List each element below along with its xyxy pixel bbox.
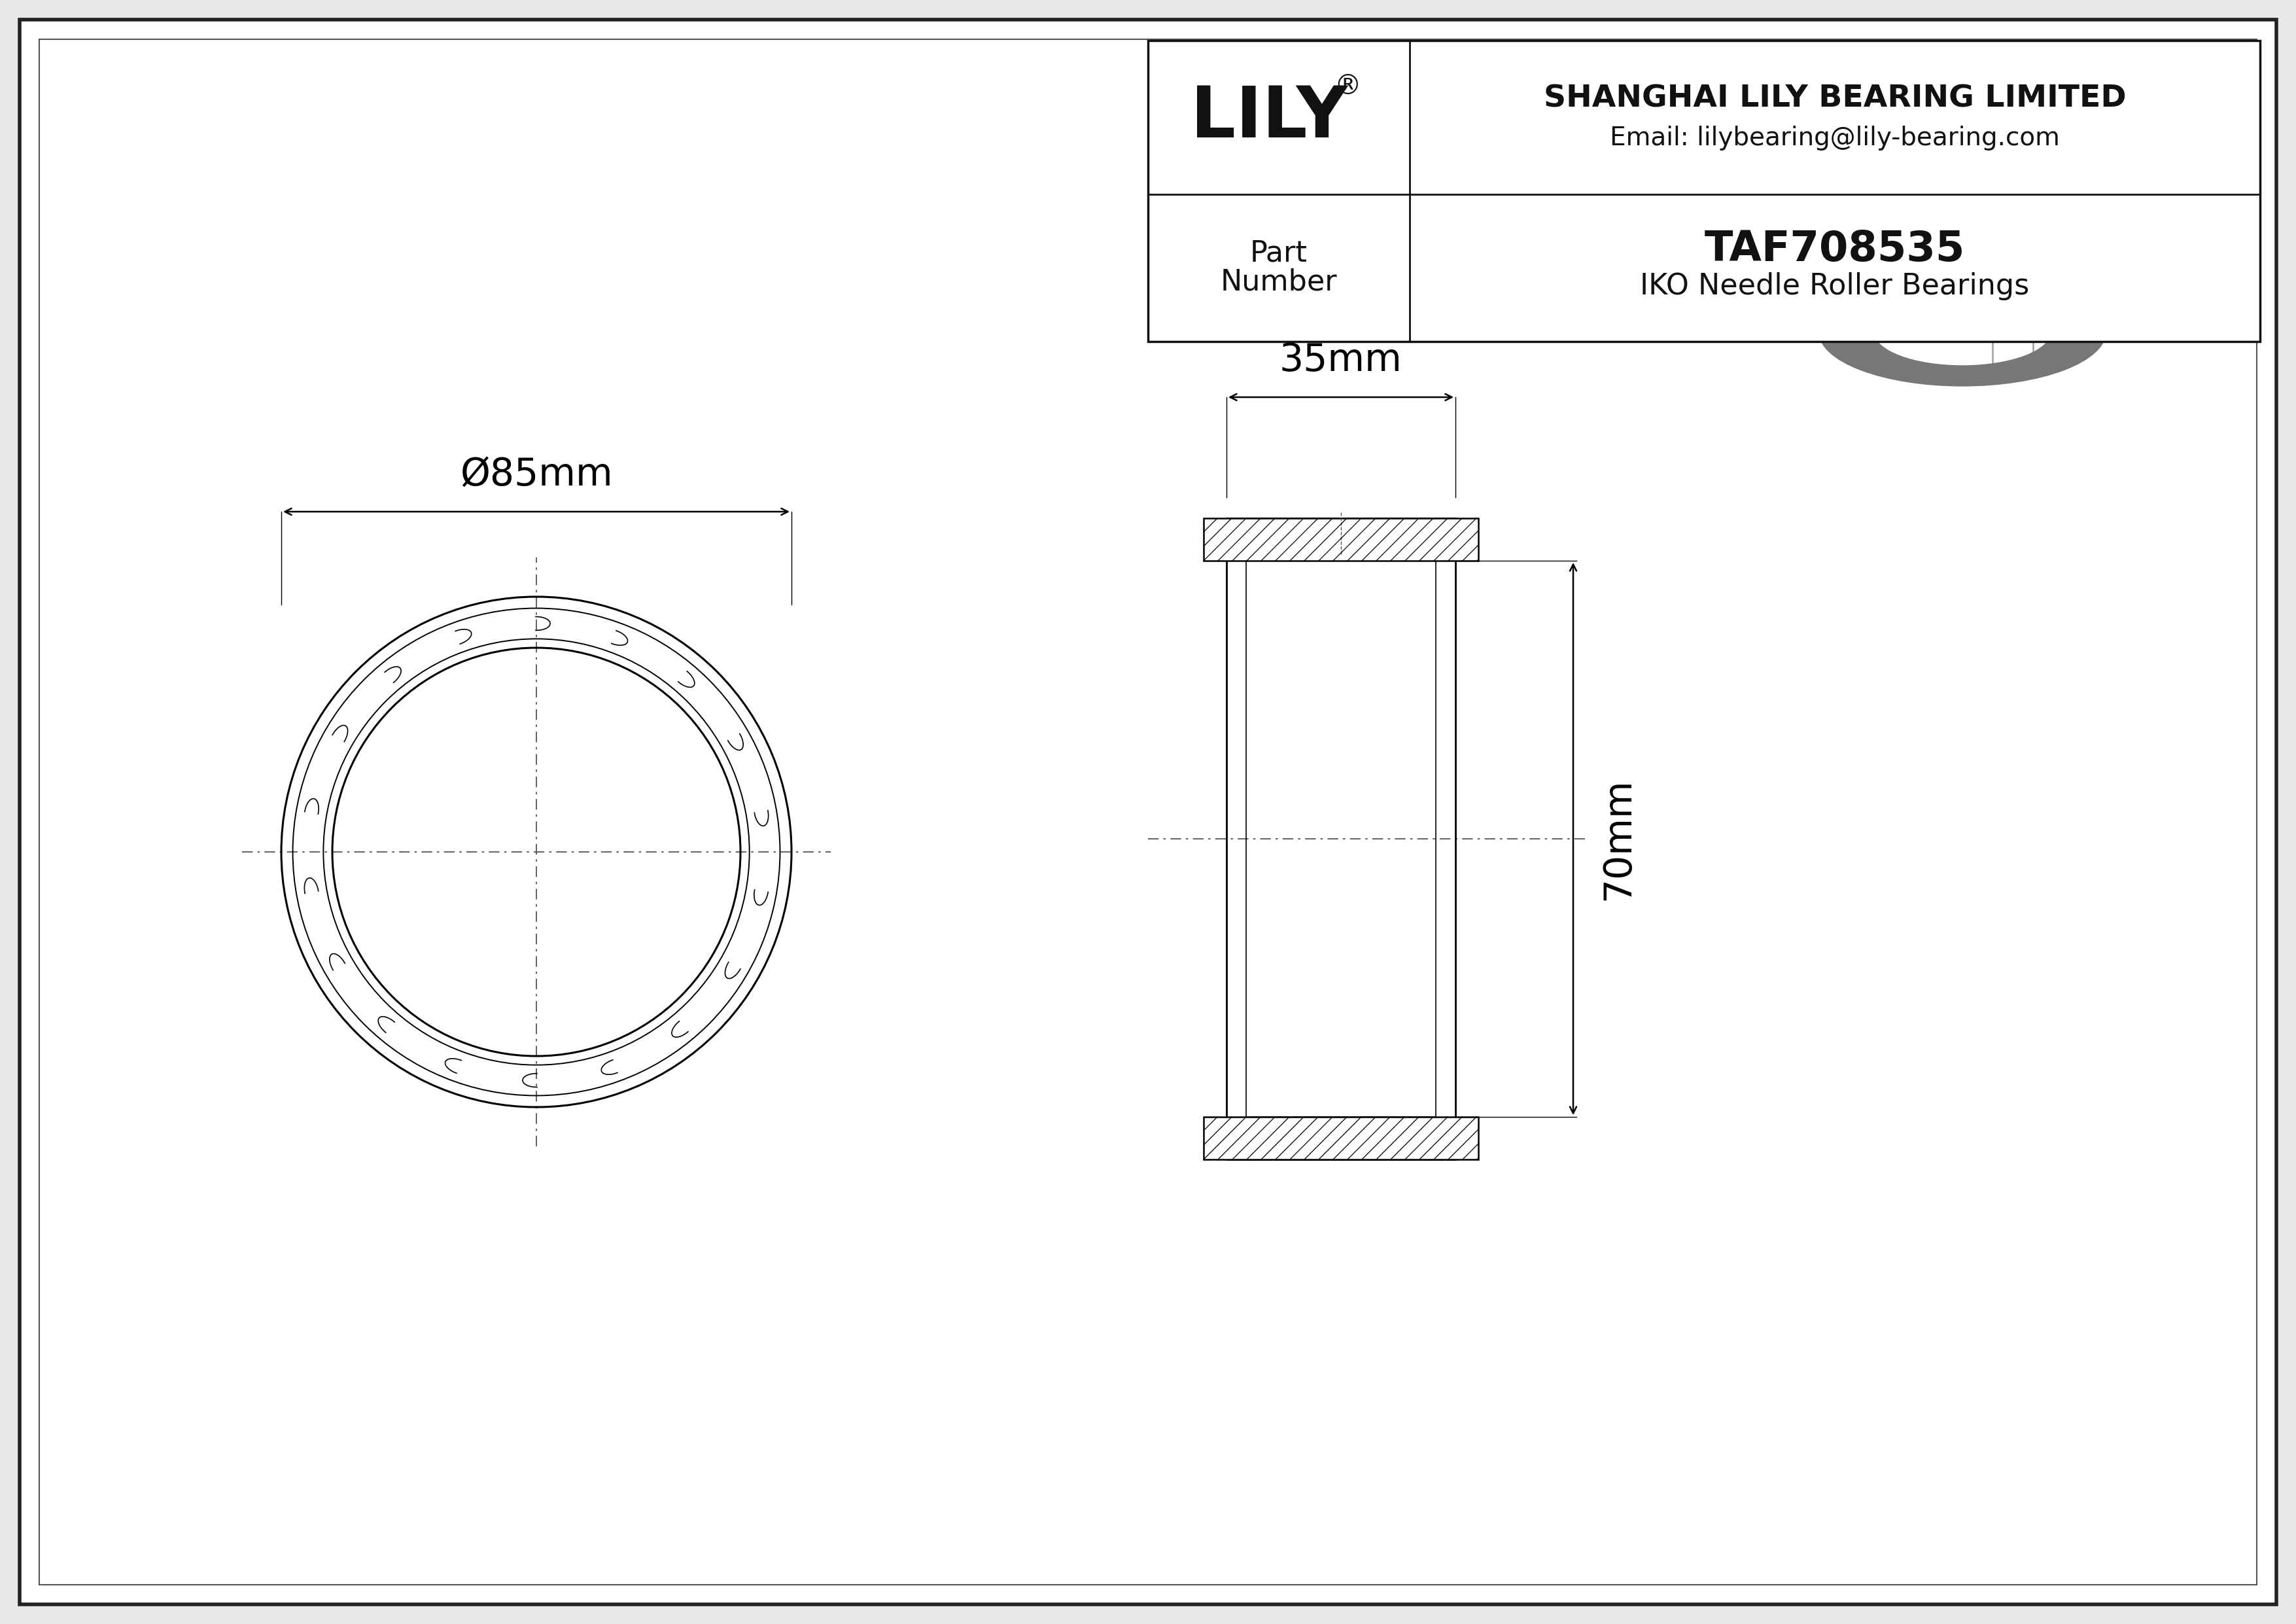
Bar: [1818, 234, 2105, 331]
Bar: [1148, 41, 2259, 341]
Text: Ø85mm: Ø85mm: [459, 456, 613, 494]
Text: 70mm: 70mm: [1600, 778, 1637, 900]
Text: Part: Part: [1249, 239, 1309, 268]
Text: Number: Number: [1221, 268, 1336, 297]
Text: ®: ®: [1334, 73, 1362, 99]
Text: 35mm: 35mm: [1279, 341, 1403, 378]
Ellipse shape: [1818, 278, 2105, 387]
Text: Email: lilybearing@lily-bearing.com: Email: lilybearing@lily-bearing.com: [1609, 127, 2060, 151]
Text: SHANGHAI LILY BEARING LIMITED: SHANGHAI LILY BEARING LIMITED: [1543, 84, 2126, 114]
Ellipse shape: [1874, 299, 2050, 365]
Text: IKO Needle Roller Bearings: IKO Needle Roller Bearings: [1639, 273, 2030, 300]
Bar: [1226, 518, 1456, 1160]
Bar: [1203, 1117, 1479, 1160]
Bar: [1247, 560, 1435, 1117]
Ellipse shape: [1874, 187, 2050, 253]
Bar: [1874, 234, 2050, 331]
Bar: [1818, 234, 1876, 331]
Text: TAF708535: TAF708535: [1704, 229, 1965, 270]
Text: LILY: LILY: [1192, 83, 1348, 153]
Ellipse shape: [1818, 166, 2105, 274]
Bar: [1203, 518, 1479, 560]
